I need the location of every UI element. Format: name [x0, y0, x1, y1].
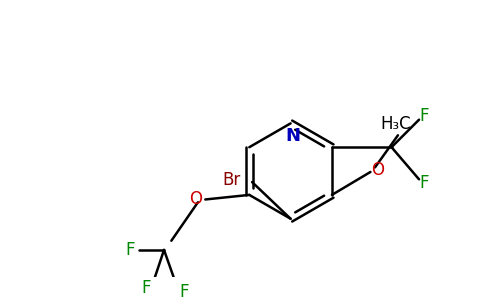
Text: F: F [180, 283, 189, 300]
Text: F: F [141, 279, 151, 297]
Text: Br: Br [223, 171, 241, 189]
Text: O: O [190, 190, 203, 208]
Text: O: O [371, 161, 384, 179]
Text: F: F [420, 174, 429, 192]
Text: N: N [285, 127, 300, 145]
Text: F: F [420, 107, 429, 125]
Text: H₃C: H₃C [381, 115, 411, 133]
Text: F: F [125, 241, 135, 259]
